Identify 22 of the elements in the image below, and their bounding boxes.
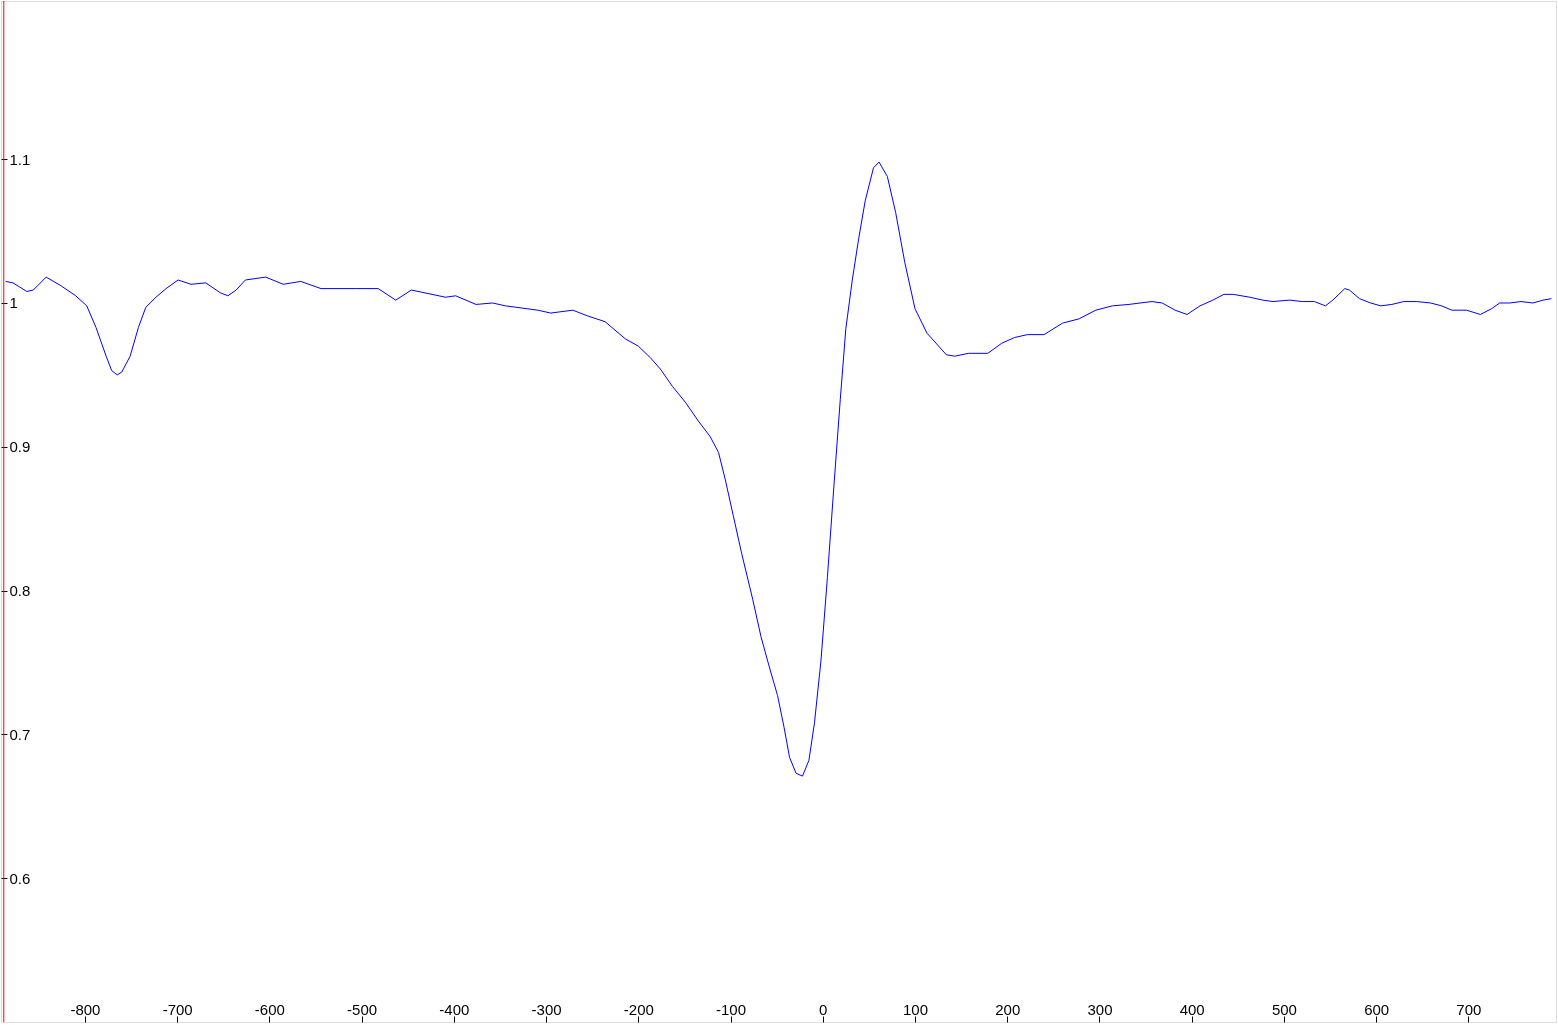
y-tick-label: 0.6 (9, 869, 31, 887)
x-tick-label: 600 (1364, 1000, 1390, 1018)
y-tick-label: 0.7 (9, 725, 31, 743)
x-tick-label: 300 (1087, 1000, 1113, 1018)
x-tick-label: -800 (70, 1000, 101, 1018)
x-tick-label: -200 (623, 1000, 654, 1018)
x-tick-label: 400 (1179, 1000, 1205, 1018)
x-tick-label: -400 (439, 1000, 470, 1018)
x-tick-label: -700 (162, 1000, 193, 1018)
x-tick-label: -300 (531, 1000, 562, 1018)
y-tick-label: 1.1 (9, 150, 31, 168)
x-tick-label: 100 (902, 1000, 929, 1018)
x-tick-label: 700 (1456, 1000, 1482, 1018)
x-tick-label: -100 (716, 1000, 747, 1018)
x-tick-label: -600 (254, 1000, 285, 1018)
x-tick-label: 200 (995, 1000, 1021, 1018)
y-tick-label: 0.9 (9, 438, 31, 456)
x-tick-label: 0 (819, 1000, 828, 1018)
x-tick-label: -500 (347, 1000, 378, 1018)
y-tick-label: 0.8 (9, 582, 31, 600)
x-tick-label: 500 (1271, 1000, 1297, 1018)
y-tick-label: 1 (9, 294, 18, 312)
